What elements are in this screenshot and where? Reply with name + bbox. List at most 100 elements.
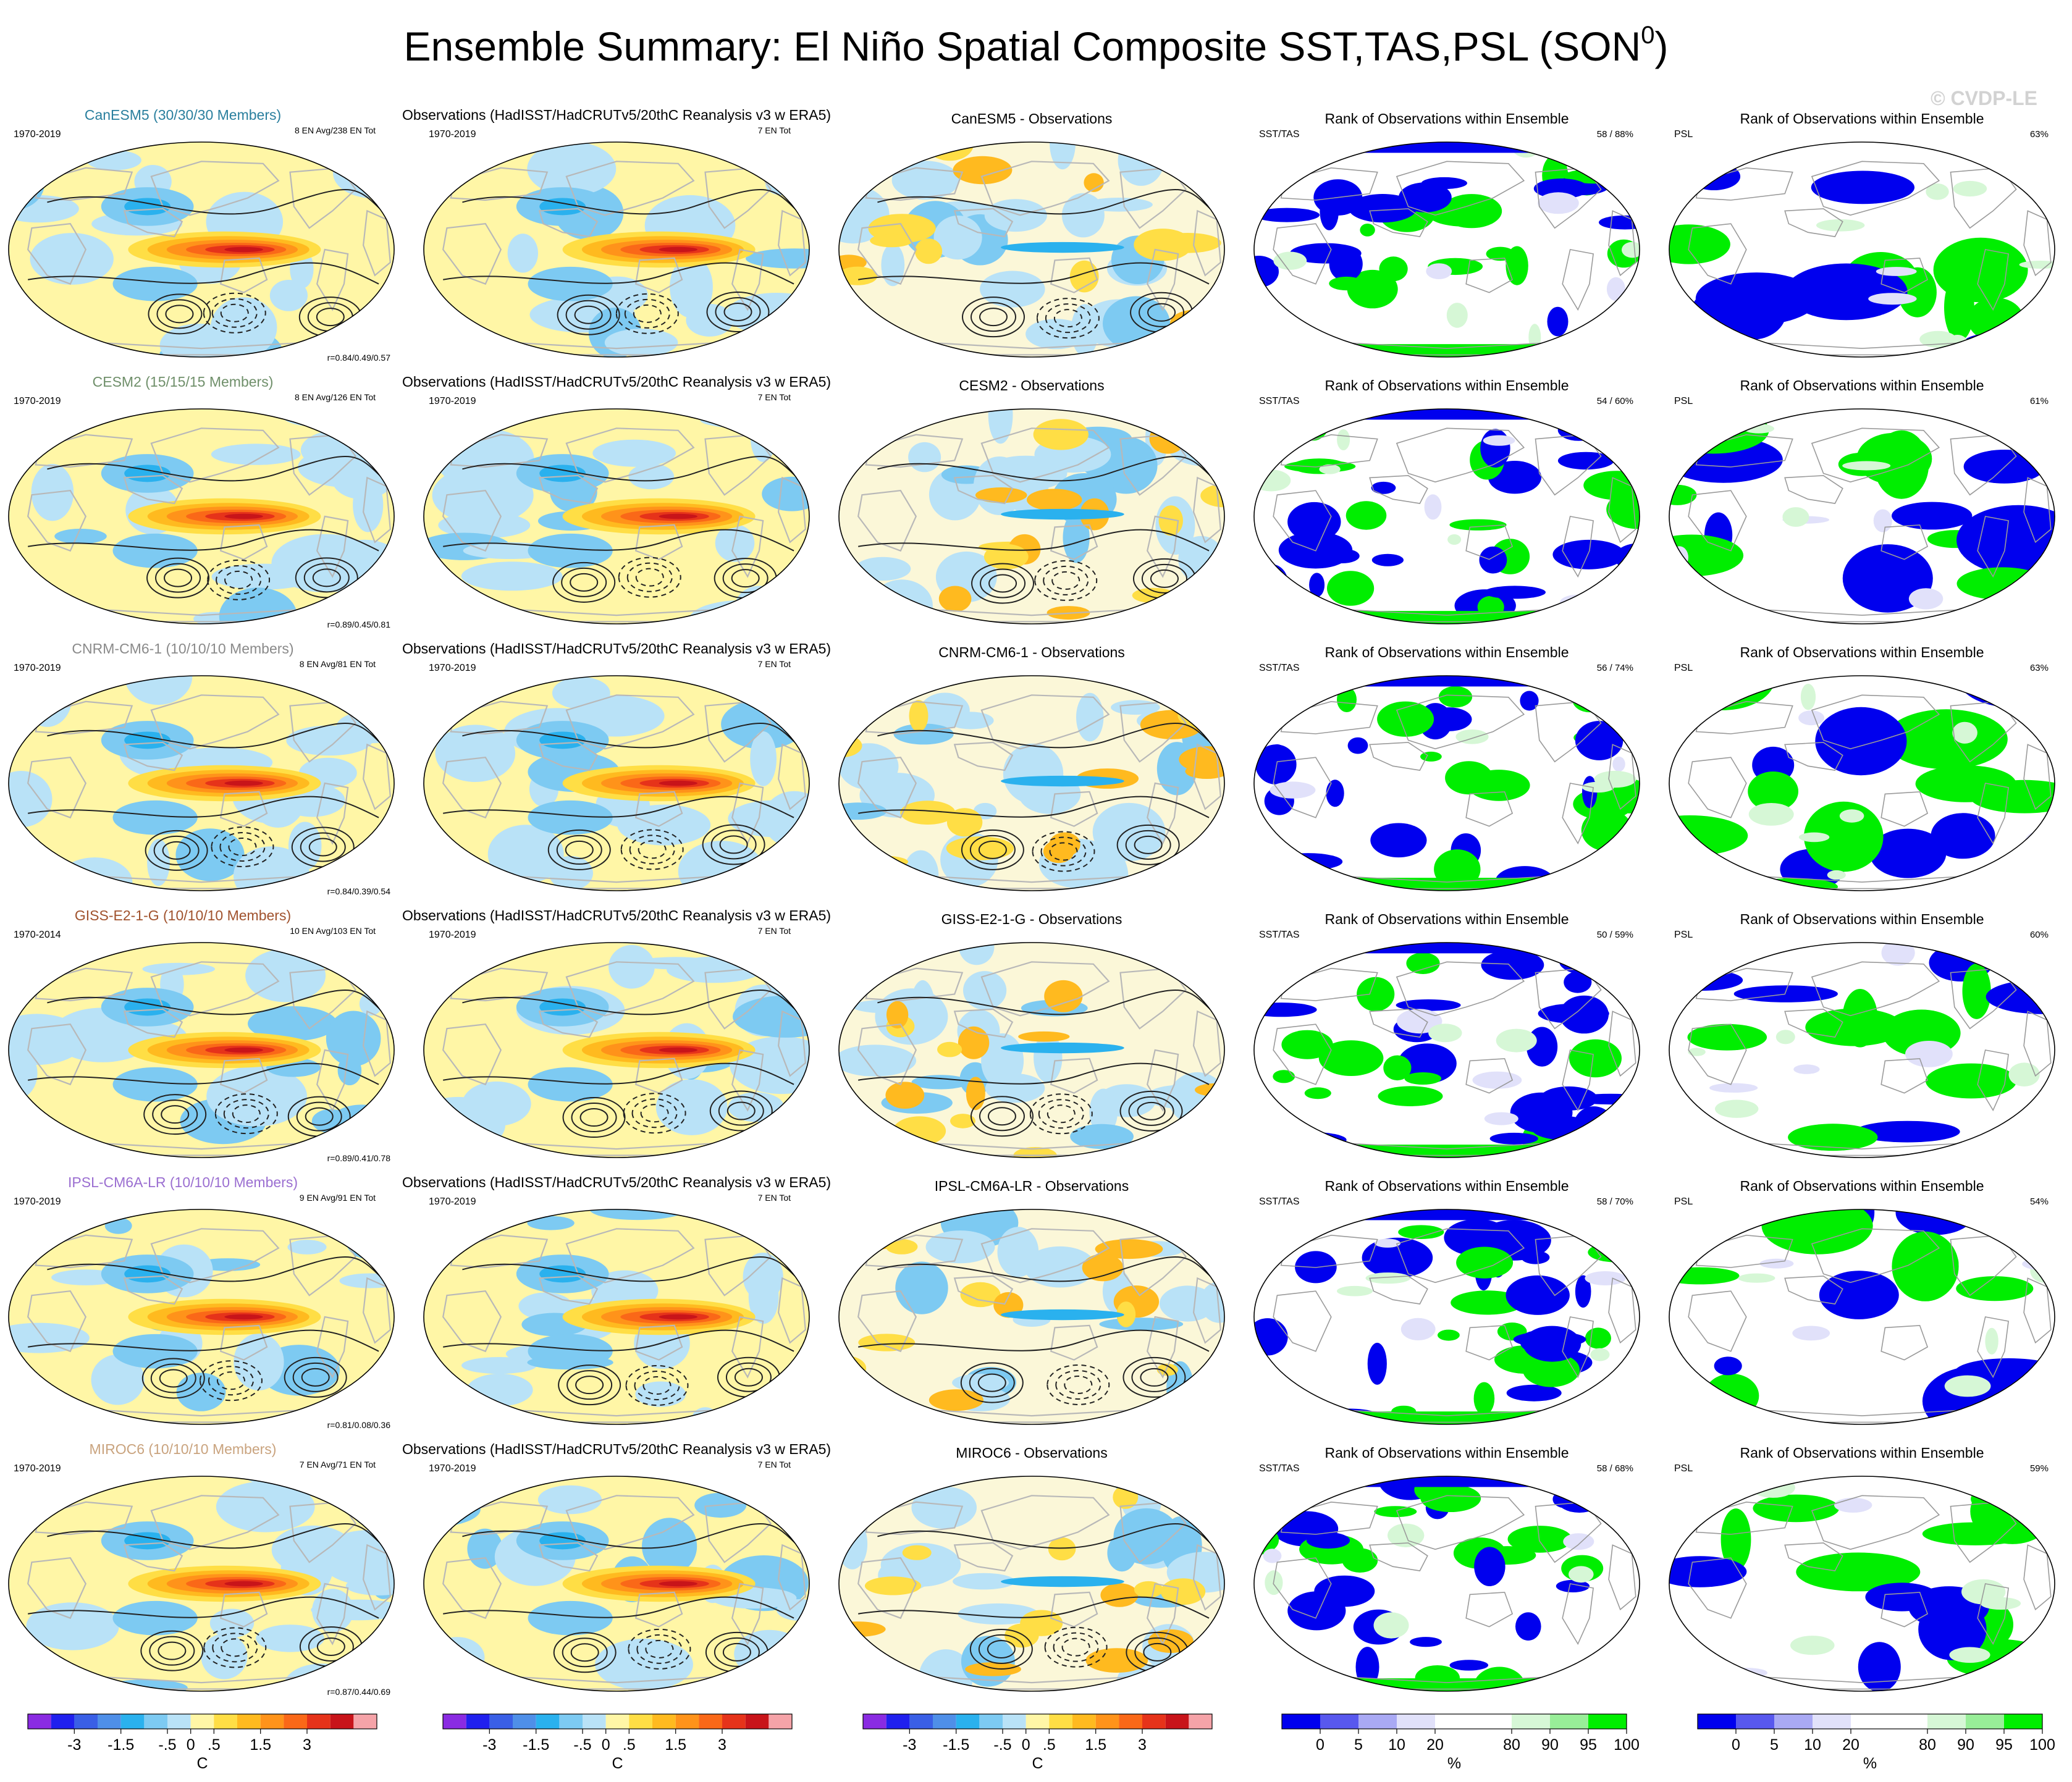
low-rank-region xyxy=(1350,943,1543,954)
map-field xyxy=(1254,676,1640,891)
contour-line xyxy=(165,305,194,324)
colorbar-swatch xyxy=(307,1714,331,1729)
cold-anomaly xyxy=(537,1485,602,1515)
mid-rank-region xyxy=(1751,1477,1795,1498)
panel-title: CESM2 (15/15/15 Members) xyxy=(93,374,274,390)
contour-line xyxy=(971,563,1035,604)
high-rank-region xyxy=(1297,409,1329,441)
contour-line xyxy=(287,1096,351,1137)
mid-rank-region xyxy=(1881,943,1915,966)
contour-line xyxy=(960,1362,1024,1403)
cold-anomaly xyxy=(839,1381,875,1400)
warm-anomaly xyxy=(975,487,1027,503)
cold-anomaly xyxy=(147,839,170,886)
map-outline xyxy=(423,675,810,891)
contour-line xyxy=(858,529,1210,552)
colorbar-swatch xyxy=(863,1714,886,1729)
low-rank-region xyxy=(1371,553,1404,566)
mid-rank-region xyxy=(1952,721,1977,744)
colorbar-swatch xyxy=(167,1714,191,1729)
low-rank-region xyxy=(1449,1660,1489,1671)
panel-event-count: 7 EN Tot xyxy=(758,392,791,402)
panel-rank-stat: 56 / 74% xyxy=(1597,663,1633,673)
cold-anomaly xyxy=(103,1679,188,1691)
colorbar-swatch xyxy=(1851,1714,1889,1729)
cold-anomaly xyxy=(343,1210,389,1259)
map-field xyxy=(424,676,809,891)
cold-anomaly xyxy=(911,1075,969,1090)
contour-line xyxy=(615,293,679,334)
psl-contours xyxy=(28,723,387,871)
colorbar-swatch xyxy=(652,1714,676,1729)
map-outline xyxy=(8,942,395,1158)
high-rank-region xyxy=(1669,1225,1712,1258)
panel-period: 1970-2019 xyxy=(429,1196,476,1207)
contour-line xyxy=(295,557,358,599)
contour-line xyxy=(1043,565,1089,595)
panel-rank-stat: 54 / 60% xyxy=(1597,396,1633,406)
colorbar-tick-label: 80 xyxy=(1503,1736,1520,1754)
contour-line xyxy=(1141,563,1187,594)
cold-anomaly xyxy=(1076,692,1104,742)
psl-contours xyxy=(443,1523,802,1673)
cold-anomaly xyxy=(911,1486,977,1529)
contour-line xyxy=(618,557,681,598)
contour-line xyxy=(149,1636,195,1666)
cold-anomaly xyxy=(528,1600,613,1636)
warm-anomaly xyxy=(1179,746,1224,773)
panel-title: CanESM5 (30/30/30 Members) xyxy=(85,107,281,123)
contour-line xyxy=(1055,1370,1101,1400)
psl-contours xyxy=(443,723,802,870)
panel-diff: IPSL-CM6A-LR - Observations xyxy=(838,1178,1225,1425)
warm-anomaly xyxy=(965,1662,1021,1676)
map-field xyxy=(1254,142,1640,357)
low-rank-region xyxy=(1811,170,1915,204)
mid-rank-region xyxy=(1375,1238,1401,1248)
cold-anomaly xyxy=(752,1119,809,1158)
colorbar-swatch xyxy=(1003,1714,1026,1729)
contour-line xyxy=(566,1370,613,1400)
world-map xyxy=(8,1476,395,1692)
world-map xyxy=(838,942,1225,1158)
contour-line xyxy=(702,824,765,865)
world-map xyxy=(8,141,395,358)
contour-line xyxy=(877,990,1218,1017)
cold-anomaly xyxy=(1070,1124,1134,1149)
cold-anomaly xyxy=(345,1576,394,1595)
high-rank-region xyxy=(1892,1231,1959,1301)
panel-title: Rank of Observations within Ensemble xyxy=(1324,1445,1569,1461)
cold-anomaly xyxy=(112,266,198,301)
contour-line xyxy=(623,1093,686,1134)
contour-line xyxy=(570,1643,599,1662)
warm-anomaly xyxy=(1082,1254,1124,1282)
panel-title: IPSL-CM6A-LR - Observations xyxy=(935,1178,1129,1194)
cold-anomaly xyxy=(466,1373,533,1406)
map-field xyxy=(839,142,1224,357)
cold-anomaly xyxy=(592,439,676,467)
warm-anomaly xyxy=(839,1355,867,1381)
contour-line xyxy=(628,1628,691,1670)
cold-anomaly xyxy=(354,1502,394,1530)
contour-line xyxy=(312,568,341,587)
contour-line xyxy=(1128,1096,1174,1126)
contour-line xyxy=(714,1637,760,1667)
map-outline xyxy=(423,942,810,1158)
high-rank-region xyxy=(1687,1023,1767,1051)
contour-line xyxy=(1045,303,1091,334)
warm-anomaly xyxy=(224,513,263,519)
map-outline xyxy=(1253,141,1640,358)
cold-anomaly xyxy=(670,256,713,318)
contour-line xyxy=(640,1104,669,1123)
world-map xyxy=(838,1476,1225,1692)
mid-rank-region xyxy=(1447,534,1462,545)
cold-anomaly xyxy=(507,233,538,273)
colorbar-swatch xyxy=(1774,1714,1813,1729)
contour-line xyxy=(158,1641,187,1660)
cold-anomaly xyxy=(963,971,1007,1010)
low-rank-region xyxy=(1892,502,1973,530)
low-rank-region xyxy=(1858,1642,1901,1691)
cold-anomaly xyxy=(331,457,394,500)
contour-line xyxy=(221,1638,250,1657)
warm-anomaly xyxy=(659,1581,697,1587)
high-rank-region xyxy=(1752,878,1838,891)
